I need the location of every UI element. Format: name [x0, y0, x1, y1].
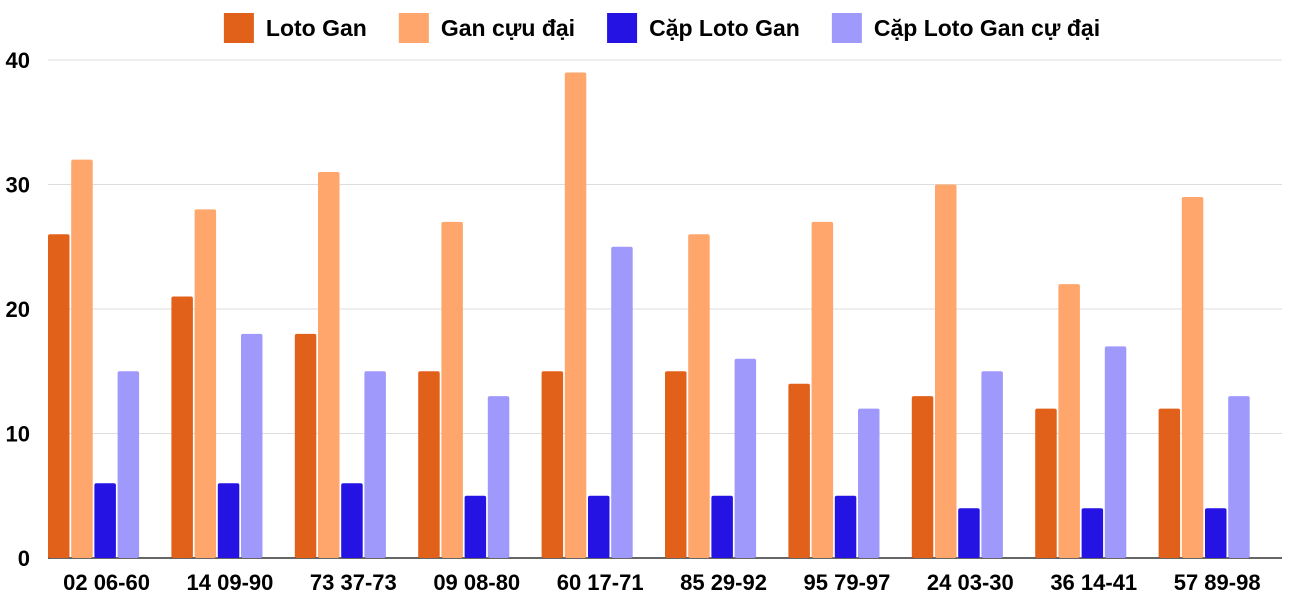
bar-gan-cuu-dai[interactable]: [564, 72, 587, 558]
bar-cap-loto-gan[interactable]: [464, 495, 487, 558]
bar-loto-gan[interactable]: [418, 371, 440, 558]
bar-cap-loto-gan-cu-dai[interactable]: [858, 408, 880, 558]
bar-cap-loto-gan[interactable]: [958, 508, 980, 558]
bar-cap-loto-gan-cu-dai[interactable]: [611, 246, 633, 558]
bar-gan-cuu-dai[interactable]: [935, 184, 957, 559]
x-tick-label: 02 06-60: [63, 570, 150, 595]
y-tick-label: 20: [6, 297, 30, 322]
bar-loto-gan[interactable]: [665, 371, 687, 558]
x-tick-label: 73 37-73: [310, 570, 397, 595]
bar-gan-cuu-dai[interactable]: [441, 221, 463, 558]
bar-cap-loto-gan-cu-dai[interactable]: [241, 333, 263, 558]
bar-cap-loto-gan-cu-dai[interactable]: [1228, 396, 1250, 558]
legend-item-gan-cuu-dai[interactable]: Gan cựu đại: [398, 13, 575, 43]
bar-loto-gan[interactable]: [171, 296, 193, 558]
bar-cap-loto-gan[interactable]: [1205, 508, 1227, 558]
bar-cap-loto-gan-cu-dai[interactable]: [734, 358, 757, 558]
legend-label: Gan cựu đại: [441, 15, 575, 41]
bar-gan-cuu-dai[interactable]: [318, 172, 340, 559]
y-tick-label: 0: [18, 546, 30, 571]
bar-loto-gan[interactable]: [788, 383, 810, 558]
legend[interactable]: Loto Gan Gan cựu đại Cặp Loto Gan Cặp Loto …: [223, 13, 1100, 43]
bar-loto-gan[interactable]: [541, 371, 564, 558]
legend-swatch: [607, 13, 638, 43]
x-tick-label: 85 29-92: [680, 570, 767, 595]
legend-item-cap-loto-gan[interactable]: Cặp Loto Gan: [607, 13, 800, 43]
bar-cap-loto-gan-cu-dai[interactable]: [1104, 346, 1127, 558]
x-tick-label: 95 79-97: [804, 570, 891, 595]
bar-cap-loto-gan-cu-dai[interactable]: [364, 371, 386, 558]
bar-cap-loto-gan[interactable]: [588, 495, 610, 558]
legend-item-loto-gan[interactable]: Loto Gan: [223, 13, 367, 43]
x-tick-label: 14 09-90: [187, 570, 274, 595]
bar-cap-loto-gan[interactable]: [94, 483, 116, 558]
bar-cap-loto-gan-cu-dai[interactable]: [117, 371, 140, 558]
bar-gan-cuu-dai[interactable]: [1181, 196, 1204, 558]
x-tick-label: 24 03-30: [927, 570, 1014, 595]
legend-item-cap-loto-gan-cu-dai[interactable]: Cặp Loto Gan cự đại: [831, 13, 1100, 43]
legend-swatch: [223, 13, 254, 43]
bar-gan-cuu-dai[interactable]: [1058, 284, 1080, 558]
legend-label: Cặp Loto Gan: [649, 15, 800, 41]
bar-cap-loto-gan[interactable]: [834, 495, 857, 558]
legend-label: Cặp Loto Gan cự đại: [874, 15, 1100, 41]
bar-gan-cuu-dai[interactable]: [194, 209, 217, 558]
y-tick-label: 10: [6, 422, 30, 447]
y-tick-label: 30: [6, 173, 30, 198]
bar-cap-loto-gan[interactable]: [711, 495, 733, 558]
bar-loto-gan[interactable]: [911, 396, 934, 558]
x-tick-label: 57 89-98: [1174, 570, 1261, 595]
legend-swatch: [831, 13, 862, 43]
x-tick-label: 60 17-71: [557, 570, 644, 595]
x-tick-label: 36 14-41: [1050, 570, 1137, 595]
x-tick-label: 09 08-80: [433, 570, 520, 595]
bar-cap-loto-gan[interactable]: [217, 483, 240, 558]
bar-loto-gan[interactable]: [48, 234, 70, 559]
bar-gan-cuu-dai[interactable]: [688, 234, 710, 559]
bar-loto-gan[interactable]: [294, 333, 317, 558]
bars-layer: [48, 72, 1250, 559]
bar-cap-loto-gan[interactable]: [1081, 508, 1104, 558]
legend-swatch: [398, 13, 429, 43]
bar-cap-loto-gan[interactable]: [341, 483, 363, 558]
x-axis: 02 06-60 14 09-90 73 37-73 09 08-80 60 17-71…: [63, 570, 1260, 595]
legend-label: Loto Gan: [266, 15, 367, 41]
bar-gan-cuu-dai[interactable]: [71, 159, 93, 558]
bar-cap-loto-gan-cu-dai[interactable]: [487, 396, 510, 558]
y-tick-label: 40: [6, 48, 30, 73]
bar-cap-loto-gan-cu-dai[interactable]: [981, 371, 1003, 558]
bar-loto-gan[interactable]: [1158, 408, 1181, 558]
bar-gan-cuu-dai[interactable]: [811, 221, 834, 558]
bar-loto-gan[interactable]: [1035, 408, 1057, 558]
y-axis: 0 10 20 30 40: [6, 48, 30, 571]
